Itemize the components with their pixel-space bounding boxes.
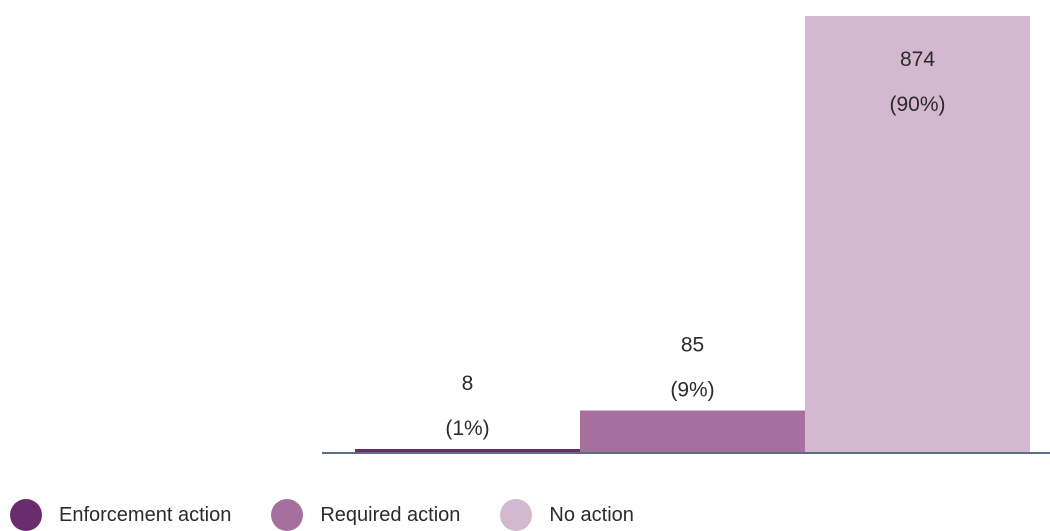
legend-swatch-no-action [500,499,533,531]
bar-enforcement-action [355,449,580,453]
legend-label: No action [549,503,634,526]
bar-value-label: 85 [681,334,704,357]
bar-no-action [805,16,1030,453]
bar-required-action [580,410,805,453]
legend-label: Required action [320,503,461,526]
legend-item-required-action: Required action [271,499,460,531]
bar-value-label: 8 [462,372,474,395]
bar-labels-group: 8 (1%) 85 (9%) 874 (90%) [445,48,945,440]
legend: Enforcement action Required action No ac… [10,499,634,531]
bar-percent-label: (1%) [445,417,489,440]
legend-label: Enforcement action [59,503,232,526]
legend-swatch-enforcement-action [10,499,42,531]
legend-item-enforcement-action: Enforcement action [10,499,231,531]
bars-group [355,16,1030,453]
bar-percent-label: (90%) [889,93,945,116]
bar-percent-label: (9%) [670,379,714,402]
bar-chart: 8 (1%) 85 (9%) 874 (90%) [322,16,1050,454]
legend-swatch-required-action [271,499,304,531]
legend-item-no-action: No action [500,499,634,531]
bar-value-label: 874 [900,48,935,71]
